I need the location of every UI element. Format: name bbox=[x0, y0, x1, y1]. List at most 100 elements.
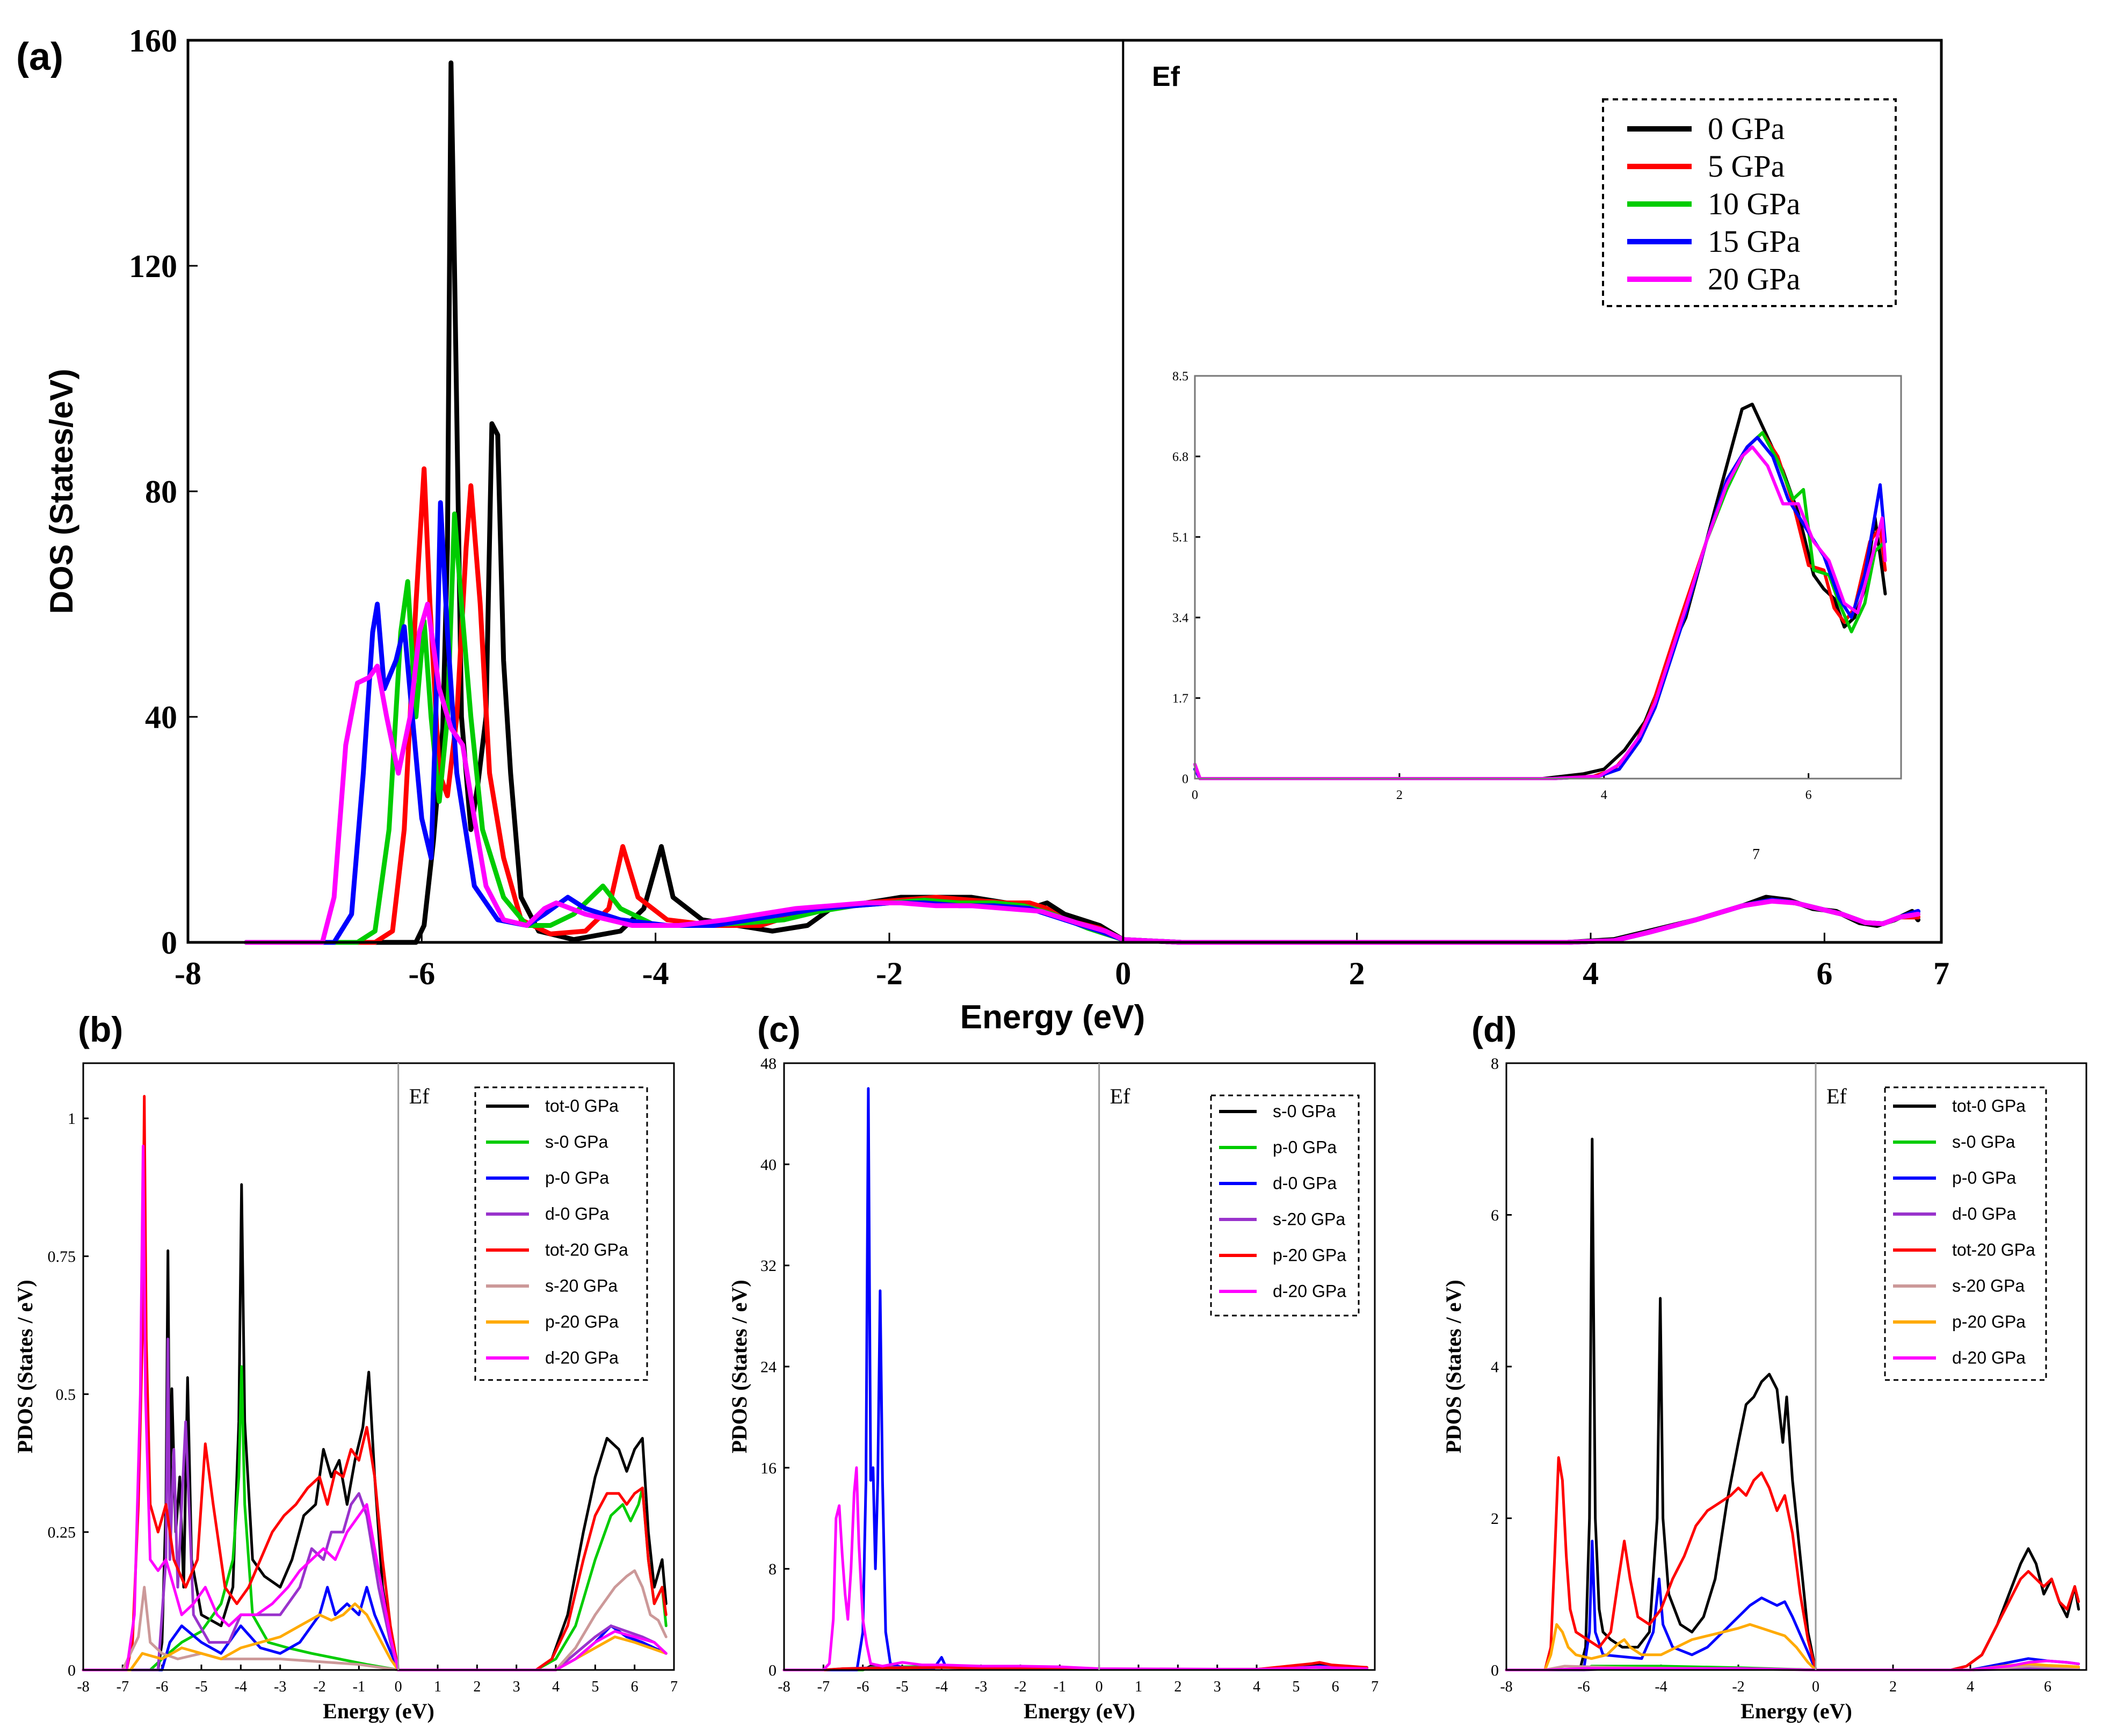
y-tick-label: 0.25 bbox=[48, 1524, 76, 1542]
series-line-p-0-gpa bbox=[82, 1586, 668, 1672]
legend-label: tot-0 GPa bbox=[1952, 1096, 2026, 1116]
y-tick-label: 0 bbox=[768, 1662, 777, 1680]
inset-extra-label: 7 bbox=[1752, 846, 1760, 863]
legend-label: s-0 GPa bbox=[545, 1132, 608, 1152]
y-tick-label: 3.4 bbox=[1172, 611, 1188, 625]
legend-label: 0 GPa bbox=[1708, 111, 1785, 146]
x-tick-label: 2 bbox=[1889, 1679, 1897, 1695]
series-line-tot-20-gpa bbox=[82, 1095, 668, 1672]
y-tick-label: 5.1 bbox=[1172, 531, 1188, 544]
y-tick-label: 120 bbox=[129, 249, 177, 284]
legend-label: d-20 GPa bbox=[545, 1348, 619, 1368]
panel-c-label: (c) bbox=[757, 1009, 801, 1049]
x-tick-label: -6 bbox=[156, 1679, 168, 1695]
x-tick-label: 7 bbox=[1933, 956, 1949, 991]
x-tick-label: -8 bbox=[1500, 1679, 1512, 1695]
x-tick-label: 4 bbox=[1967, 1679, 1974, 1695]
x-tick-label: -1 bbox=[1054, 1679, 1066, 1695]
x-tick-label: 0 bbox=[1096, 1679, 1103, 1695]
x-tick-label: -6 bbox=[1577, 1679, 1590, 1695]
panel-c-fermi-label: Ef bbox=[1110, 1084, 1130, 1108]
x-tick-label: -4 bbox=[1655, 1679, 1667, 1695]
x-tick-label: -2 bbox=[313, 1679, 325, 1695]
legend-label: s-20 GPa bbox=[1952, 1276, 2025, 1296]
y-tick-label: 0.5 bbox=[56, 1386, 76, 1404]
panel-d-legend: tot-0 GPa s-0 GPa p-0 GPa d-0 GPa tot-20 GPa… bbox=[1884, 1086, 2047, 1381]
panel-d-ticks: -8 -6 -4 -2 0 2 4 6 0 2 4 6 8 bbox=[1491, 1055, 2051, 1696]
panel-c-frame bbox=[783, 1062, 1376, 1671]
panel-c-legend: s-0 GPa p-0 GPa d-0 GPa s-20 GPa p-20 GPa d-2… bbox=[1210, 1094, 1360, 1317]
panel-b-legend: tot-0 GPa s-0 GPa p-0 GPa d-0 GPa tot-20 GPa… bbox=[474, 1086, 648, 1381]
x-tick-label: 5 bbox=[1292, 1679, 1300, 1695]
panel-c-legend-box bbox=[1210, 1094, 1360, 1317]
x-tick-label: 7 bbox=[670, 1679, 678, 1695]
legend-label: tot-20 GPa bbox=[545, 1240, 628, 1260]
legend-label: d-20 GPa bbox=[1273, 1282, 1346, 1301]
legend-label: 15 GPa bbox=[1708, 224, 1800, 259]
inset-background bbox=[1195, 376, 1901, 795]
panel-c: (c) -8 -7 -6 -5 -4 -3 -2 -1 0 1 2 3 4 5 6 7 0 8 16 24 32 40 48… bbox=[727, 1009, 1379, 1723]
legend-label: p-0 GPa bbox=[1273, 1138, 1337, 1157]
x-tick-label: -7 bbox=[117, 1679, 129, 1695]
series-line-p-20-gpa bbox=[782, 1661, 1368, 1672]
series-line-0-gpa bbox=[1193, 402, 1887, 780]
x-tick-label: -4 bbox=[936, 1679, 948, 1695]
x-tick-label: -3 bbox=[975, 1679, 987, 1695]
series-line-d-0-gpa bbox=[82, 1338, 668, 1672]
panel-b-ylabel: PDOS (States / eV) bbox=[13, 1280, 37, 1453]
x-tick-label: 4 bbox=[1253, 1679, 1260, 1695]
x-tick-label: -8 bbox=[77, 1679, 89, 1695]
series-line-s-20-gpa bbox=[82, 1569, 668, 1672]
y-tick-label: 32 bbox=[760, 1257, 777, 1275]
series-line-p-0-gpa bbox=[1505, 1539, 2080, 1672]
x-tick-label: 2 bbox=[473, 1679, 481, 1695]
panel-b-fermi-label: Ef bbox=[409, 1084, 430, 1108]
panel-a-series bbox=[244, 60, 1920, 945]
x-tick-label: 0 bbox=[1812, 1679, 1819, 1695]
series-line-d-20-gpa bbox=[782, 1466, 1368, 1672]
y-tick-label: 0 bbox=[68, 1662, 76, 1680]
panel-d-label: (d) bbox=[1471, 1009, 1517, 1049]
legend-label: tot-20 GPa bbox=[1952, 1240, 2035, 1260]
x-tick-label: -3 bbox=[274, 1679, 286, 1695]
legend-label: 5 GPa bbox=[1708, 149, 1785, 184]
y-tick-label: 16 bbox=[760, 1459, 777, 1477]
x-tick-label: -4 bbox=[642, 956, 669, 991]
panel-b-xlabel: Energy (eV) bbox=[323, 1699, 434, 1723]
y-tick-label: 8 bbox=[768, 1560, 777, 1578]
legend-label: d-0 GPa bbox=[1952, 1204, 2016, 1224]
x-tick-label: 6 bbox=[1805, 788, 1812, 802]
x-tick-label: 1 bbox=[1135, 1679, 1142, 1695]
legend-label: s-0 GPa bbox=[1952, 1132, 2015, 1152]
panel-b-legend-box bbox=[474, 1086, 648, 1381]
x-tick-label: 2 bbox=[1396, 788, 1403, 802]
series-line-d-20-gpa bbox=[82, 1144, 668, 1672]
series-line-tot-20-gpa bbox=[1505, 1456, 2080, 1672]
x-tick-label: 4 bbox=[1583, 956, 1599, 991]
series-line-s-0-gpa bbox=[82, 1365, 668, 1672]
x-tick-label: -7 bbox=[817, 1679, 830, 1695]
panel-a-inset: 0 2 4 6 0 1.7 3.4 5.1 6.8 8.5 7 bbox=[1172, 369, 1902, 863]
y-tick-label: 8.5 bbox=[1172, 369, 1188, 383]
series-line-p-20-gpa bbox=[82, 1602, 668, 1672]
x-tick-label: 3 bbox=[1214, 1679, 1221, 1695]
legend-label: p-20 GPa bbox=[1273, 1246, 1346, 1265]
legend-label: p-0 GPa bbox=[1952, 1168, 2016, 1188]
x-tick-label: 7 bbox=[1371, 1679, 1379, 1695]
legend-label: s-20 GPa bbox=[545, 1276, 618, 1296]
y-tick-label: 160 bbox=[129, 23, 177, 59]
x-tick-label: 6 bbox=[1816, 956, 1832, 991]
x-tick-label: 0 bbox=[1192, 788, 1198, 802]
panel-c-ylabel: PDOS (States / eV) bbox=[727, 1280, 751, 1453]
y-tick-label: 0.75 bbox=[48, 1248, 76, 1266]
x-tick-label: -2 bbox=[876, 956, 903, 991]
panel-d-fermi-label: Ef bbox=[1826, 1084, 1847, 1108]
x-tick-label: 2 bbox=[1174, 1679, 1181, 1695]
y-tick-label: 80 bbox=[145, 474, 177, 510]
x-tick-label: -2 bbox=[1014, 1679, 1026, 1695]
panel-b-series bbox=[82, 1095, 668, 1672]
y-tick-label: 1 bbox=[68, 1110, 76, 1128]
y-tick-label: 6.8 bbox=[1172, 450, 1188, 464]
